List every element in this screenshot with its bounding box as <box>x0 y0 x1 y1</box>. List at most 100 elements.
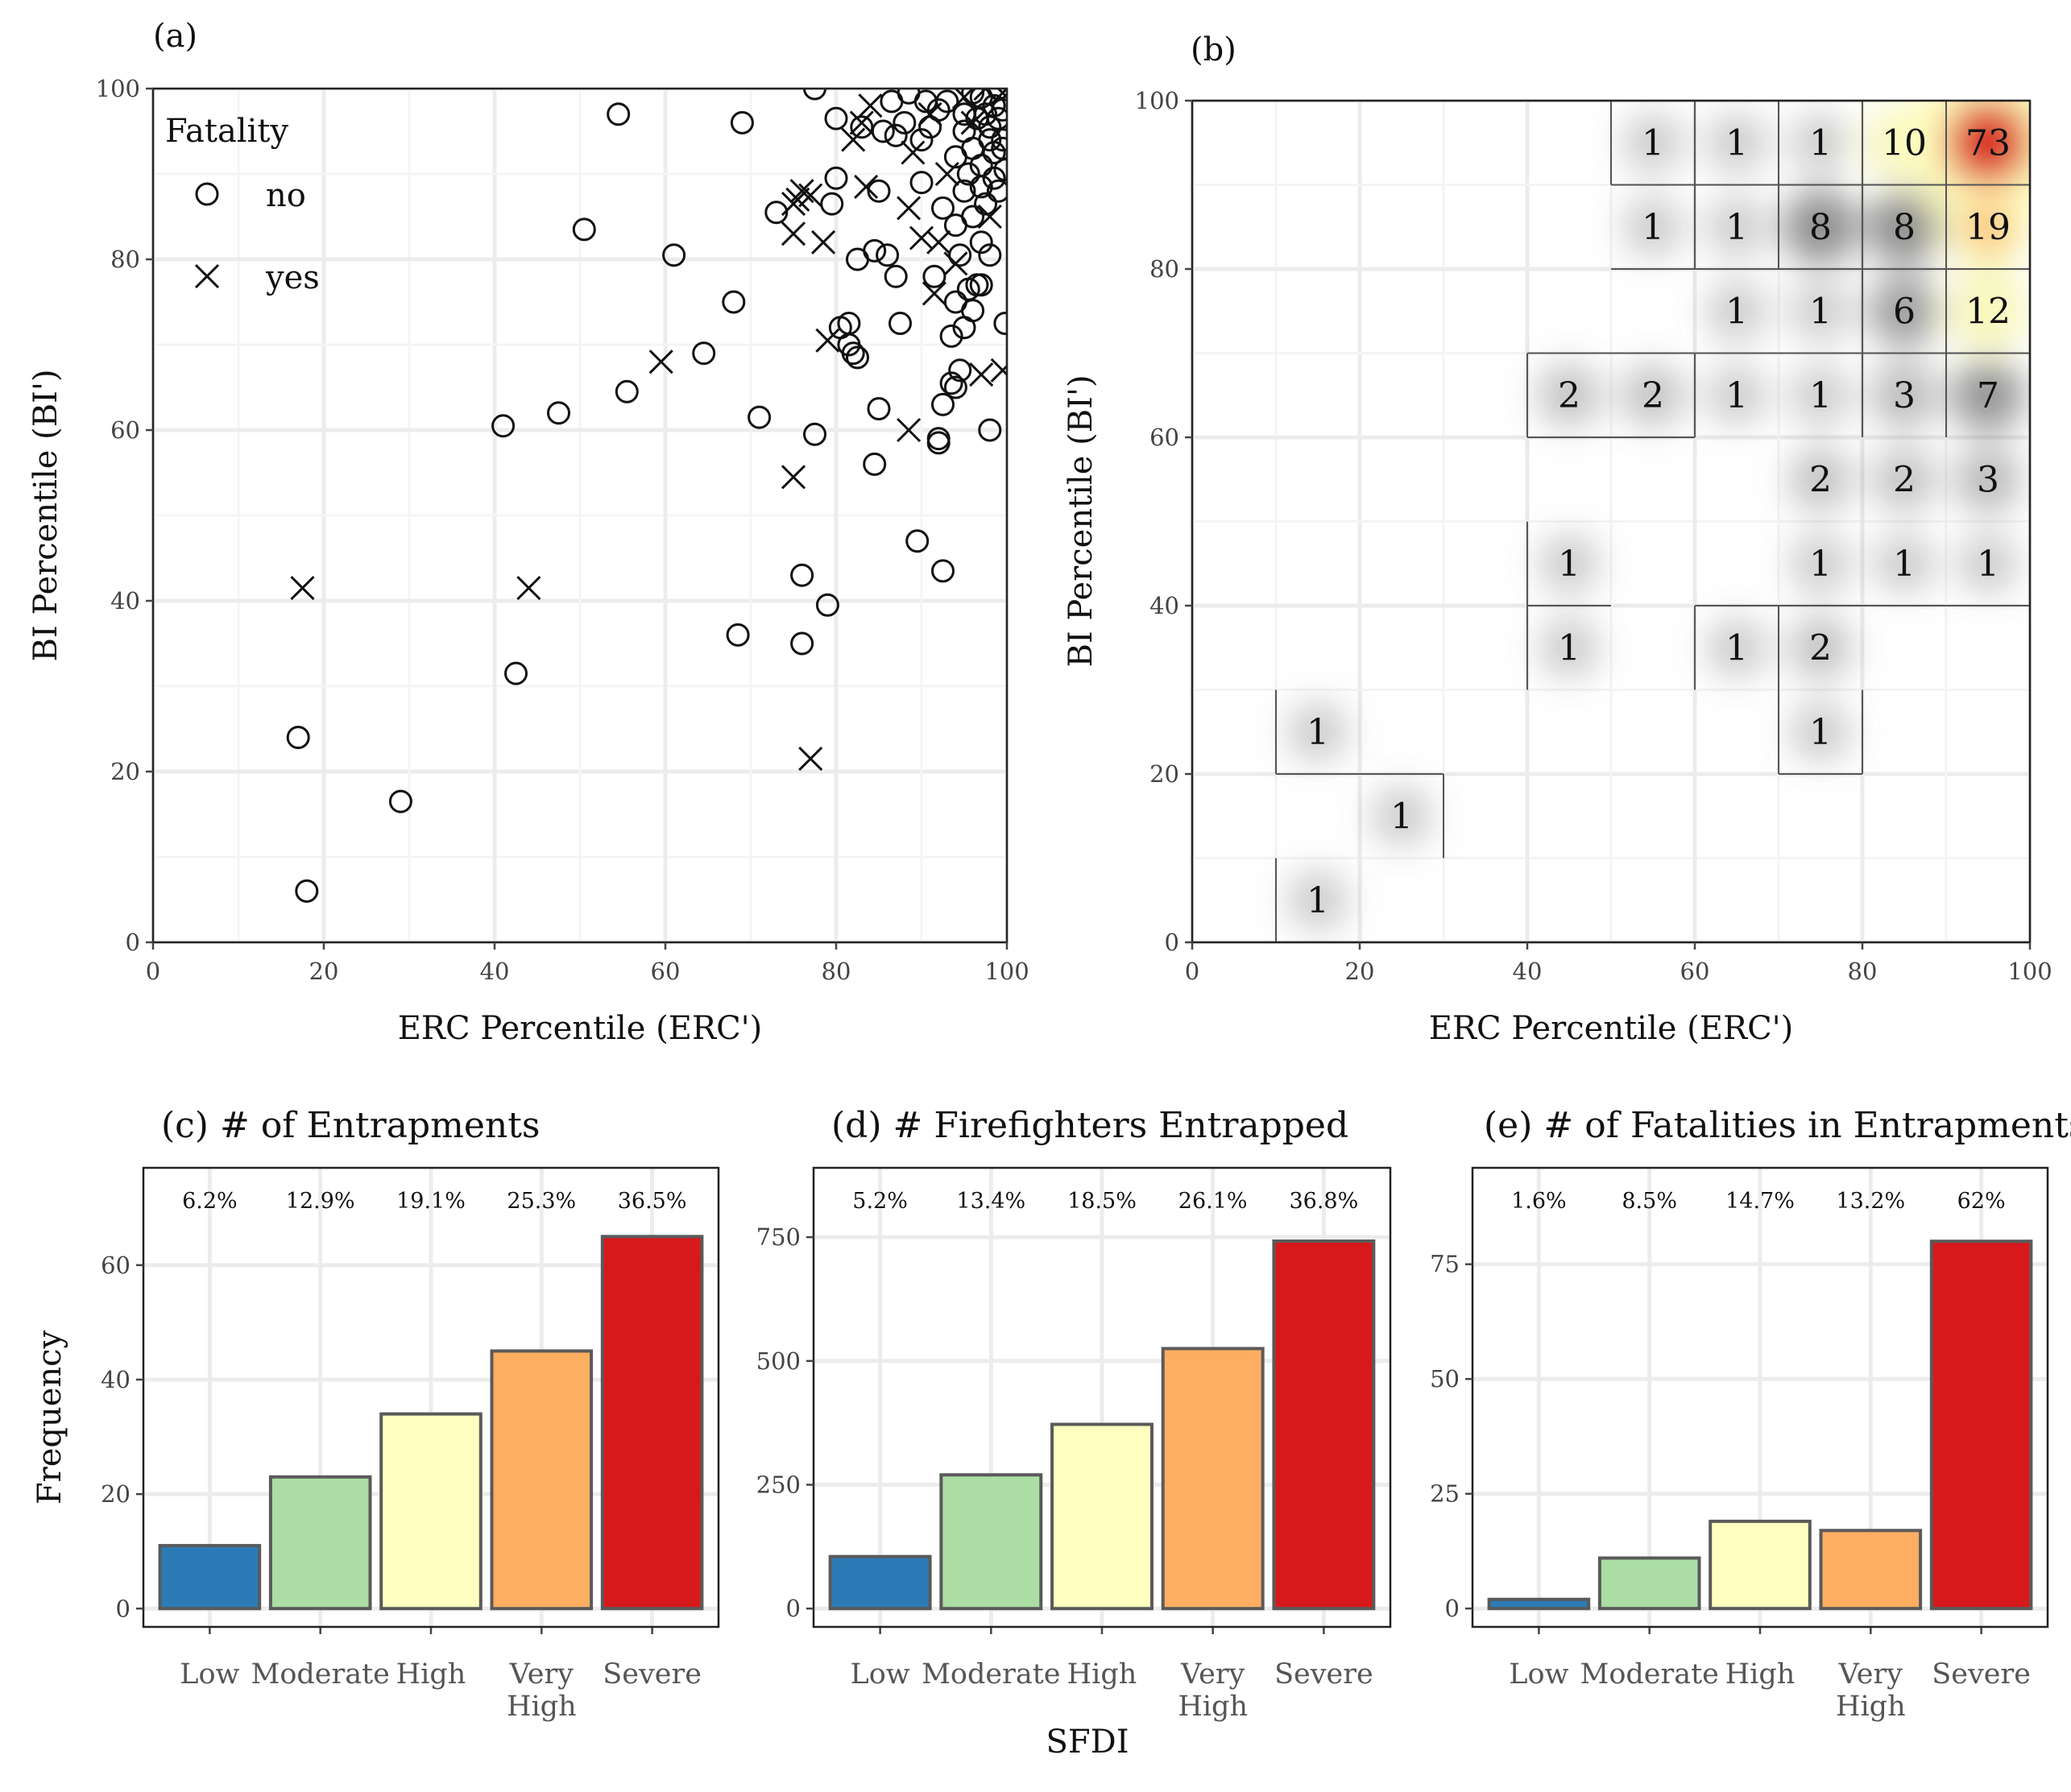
density-grey <box>1791 281 1850 341</box>
y-tick-label: 250 <box>756 1471 801 1499</box>
bar-panel-frame <box>1471 1166 2049 1629</box>
sfdi-axis-label: SFDI <box>1046 1724 1129 1761</box>
point-yes <box>897 417 922 443</box>
panel-b-bin-boundaries <box>1275 101 2030 942</box>
point-no <box>388 789 412 813</box>
percent-label: 5.2% <box>852 1189 908 1214</box>
y-tick-label: 20 <box>1149 760 1179 788</box>
cell-count: 2 <box>1642 375 1664 416</box>
cell-count: 12 <box>1965 291 2011 332</box>
point-yes <box>785 187 810 212</box>
percent-label: 62% <box>1957 1189 2006 1214</box>
point-no <box>867 179 891 203</box>
density-grey <box>1872 448 1936 511</box>
point-no <box>867 397 891 420</box>
percent-label: 12.9% <box>286 1189 355 1214</box>
cell-count: 1 <box>1725 122 1748 163</box>
cell-count: 1 <box>1307 880 1329 921</box>
category-label: Moderate <box>1580 1658 1718 1691</box>
bar-very-high <box>1819 1529 1923 1611</box>
point-yes <box>841 127 866 152</box>
point-no <box>572 217 596 242</box>
x-tick-label: 80 <box>822 958 851 985</box>
y-tick-label: 40 <box>101 1366 130 1393</box>
point-yes <box>781 221 806 246</box>
point-no <box>846 346 869 370</box>
category-label: High <box>1836 1691 1906 1723</box>
density-grey <box>1788 616 1853 680</box>
density-grey <box>1955 446 2021 512</box>
density-grey <box>1707 618 1767 678</box>
percent-label: 1.6% <box>1511 1189 1567 1214</box>
point-no <box>837 312 861 335</box>
bar-high <box>1050 1422 1154 1611</box>
point-no <box>986 179 1007 203</box>
point-yes <box>789 179 814 204</box>
point-no <box>935 89 959 114</box>
y-tick-label: 500 <box>756 1347 801 1375</box>
point-yes <box>926 230 951 255</box>
bar-very-high <box>490 1349 594 1611</box>
y-tick-label: 20 <box>101 1480 130 1508</box>
point-no <box>986 89 1007 101</box>
point-no <box>926 98 951 122</box>
y-tick-label: 100 <box>1135 87 1179 114</box>
cell-count: 7 <box>1977 375 1999 416</box>
x-tick-label: 0 <box>146 958 160 985</box>
bar-low <box>158 1544 262 1611</box>
x-tick-label: 100 <box>984 958 1029 985</box>
cell-count: 1 <box>1558 544 1580 585</box>
panel-b-xlabel: ERC Percentile (ERC') <box>1429 1010 1794 1047</box>
point-yes <box>969 362 994 387</box>
point-no <box>893 110 917 135</box>
density-grey <box>1288 870 1348 930</box>
scatter-panel-a: (a) 0 20 40 60 80 100 0 20 40 60 80 100 ERC Percent… <box>27 18 1029 1047</box>
point-no <box>974 102 997 126</box>
legend-circle-marker <box>195 182 219 206</box>
cell-count: 2 <box>1893 459 1916 500</box>
point-yes <box>897 196 922 221</box>
y-tick-label: 60 <box>110 416 140 444</box>
cell-count: 1 <box>1809 375 1832 416</box>
point-yes <box>977 204 1002 230</box>
point-yes <box>798 183 823 208</box>
category-label: High <box>396 1658 466 1691</box>
point-yes <box>960 110 985 135</box>
point-no <box>922 264 946 288</box>
point-no <box>871 119 895 143</box>
point-yes <box>917 101 942 126</box>
point-no <box>948 358 972 383</box>
category-label: Very <box>1838 1658 1903 1691</box>
cell-count: 1 <box>1725 207 1748 248</box>
panel-c-title: (c) # of Entrapments <box>161 1105 541 1146</box>
bar-severe <box>600 1235 704 1611</box>
point-no <box>969 273 993 297</box>
y-tick-label: 0 <box>1165 929 1179 956</box>
percent-label: 36.8% <box>1289 1189 1358 1214</box>
y-tick-label: 750 <box>756 1223 801 1251</box>
percent-label: 13.4% <box>956 1189 1025 1214</box>
x-tick-label: 0 <box>1185 958 1199 985</box>
y-tick-label: 60 <box>101 1252 130 1279</box>
density-grey <box>1537 363 1601 427</box>
cell-count: 19 <box>1965 207 2011 248</box>
density-grey <box>1288 701 1348 762</box>
point-no <box>974 192 997 216</box>
point-no <box>978 115 1002 139</box>
percent-label: 26.1% <box>1178 1189 1248 1214</box>
density-red <box>1949 104 2027 182</box>
point-no <box>978 418 1002 442</box>
cell-count: 1 <box>1977 544 1999 585</box>
cell-count: 2 <box>1809 627 1832 668</box>
cell-count: 6 <box>1893 291 1916 332</box>
point-yes <box>781 465 806 490</box>
panel-b-axes: 0 20 40 60 80 100 0 20 40 60 80 100 <box>1135 87 2052 985</box>
cell-count: 8 <box>1809 207 1832 248</box>
density-grey <box>1791 113 1850 173</box>
category-label: Low <box>850 1658 909 1691</box>
point-no <box>730 110 754 135</box>
y-tick-label: 0 <box>126 929 140 956</box>
point-no <box>993 312 1007 335</box>
point-no <box>491 414 516 438</box>
